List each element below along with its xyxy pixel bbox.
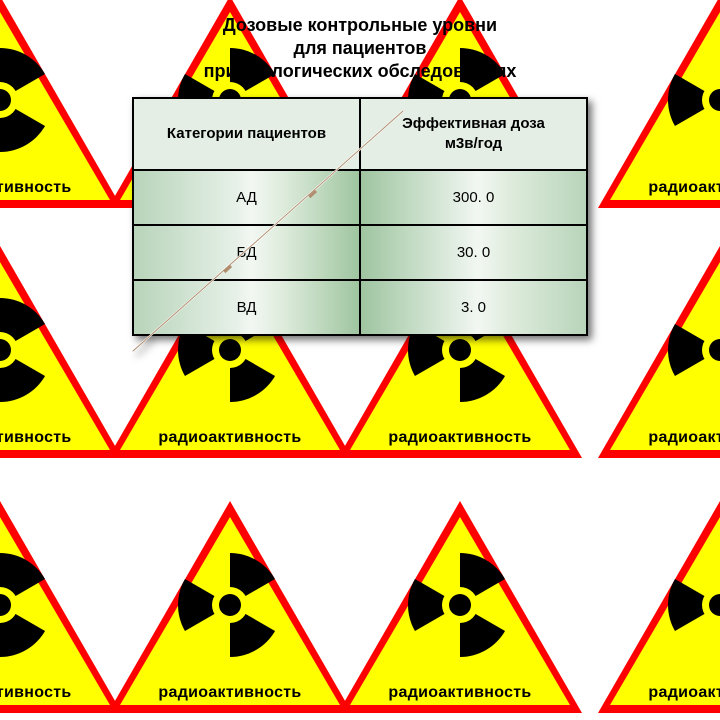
- radiation-hazard-sign: радиоактивность: [590, 0, 720, 215]
- row-2-value: 3. 0: [360, 280, 587, 335]
- hazard-label: радиоактивность: [100, 429, 360, 447]
- table-row: ВД 3. 0: [133, 280, 587, 335]
- hazard-label: радиоактивность: [590, 684, 720, 702]
- hazard-label: радиоактивность: [590, 429, 720, 447]
- radiation-hazard-sign: радиоактивность: [100, 495, 360, 720]
- title-line-1: Дозовые контрольные уровни: [223, 15, 497, 35]
- row-0-label: АД: [133, 170, 360, 225]
- col-header-dose-text: Эффективная доза м3в/год: [402, 114, 545, 155]
- page-title: Дозовые контрольные уровни для пациентов…: [132, 14, 588, 83]
- col-header-dose: Эффективная доза м3в/год: [360, 98, 587, 170]
- row-1-label: БД: [133, 225, 360, 280]
- table-row: БД 30. 0: [133, 225, 587, 280]
- radiation-hazard-sign: радиоактивность: [330, 495, 590, 720]
- title-line-3: при Rö-логических обследованиях: [204, 61, 517, 81]
- hazard-label: радиоактивность: [590, 179, 720, 197]
- hazard-label: радиоактивность: [100, 684, 360, 702]
- content-panel: Дозовые контрольные уровни для пациентов…: [132, 14, 588, 336]
- table-row: АД 300. 0: [133, 170, 587, 225]
- dose-table: Категории пациентов Эффективная доза м3в…: [132, 97, 588, 336]
- hazard-label: радиоактивность: [330, 684, 590, 702]
- row-0-value: 300. 0: [360, 170, 587, 225]
- row-1-value: 30. 0: [360, 225, 587, 280]
- radiation-hazard-sign: радиоактивность: [590, 495, 720, 720]
- radiation-hazard-sign: радиоактивность: [590, 240, 720, 465]
- table-header-row: Категории пациентов Эффективная доза м3в…: [133, 98, 587, 170]
- col-header-category: Категории пациентов: [133, 98, 360, 170]
- row-2-label: ВД: [133, 280, 360, 335]
- hazard-label: радиоактивность: [330, 429, 590, 447]
- title-line-2: для пациентов: [294, 38, 427, 58]
